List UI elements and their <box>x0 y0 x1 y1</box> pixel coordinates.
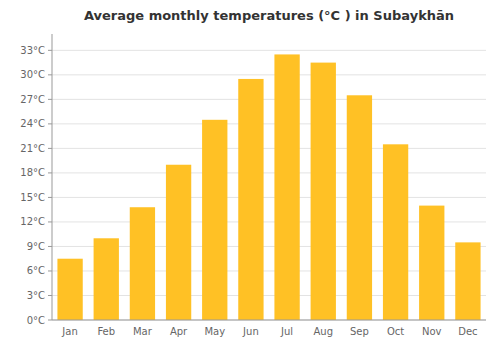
x-tick-label: Jan <box>61 326 77 337</box>
y-tick-label: 18°C <box>20 167 45 178</box>
x-tick-label: Jun <box>242 326 259 337</box>
x-axis-line <box>52 320 486 321</box>
grid-line <box>52 50 486 51</box>
y-tick <box>48 148 52 149</box>
bar <box>455 242 480 320</box>
x-tick-label: Apr <box>170 326 188 337</box>
y-tick-label: 27°C <box>20 94 45 105</box>
bar <box>419 206 444 320</box>
page: {"chart_data": {"type": "bar", "title": … <box>0 0 500 350</box>
grid-line <box>52 123 486 124</box>
y-tick-label: 6°C <box>27 265 45 276</box>
y-tick-label: 30°C <box>20 69 45 80</box>
y-tick <box>48 74 52 75</box>
x-tick-label: May <box>204 326 225 337</box>
bar <box>347 95 372 320</box>
x-tick-label: Mar <box>133 326 153 337</box>
bar <box>274 54 299 320</box>
y-tick <box>48 221 52 222</box>
bar <box>383 144 408 320</box>
y-tick <box>48 99 52 100</box>
bar <box>94 238 119 320</box>
grid <box>52 50 486 320</box>
y-tick <box>48 246 52 247</box>
y-tick <box>48 50 52 51</box>
bar <box>166 165 191 320</box>
x-tick-label: Aug <box>313 326 333 337</box>
y-tick <box>48 320 52 321</box>
chart-svg: Average monthly temperatures (°C ) in Su… <box>0 0 500 350</box>
chart-container: Average monthly temperatures (°C ) in Su… <box>0 0 500 350</box>
x-tick-label: Feb <box>97 326 115 337</box>
x-tick-label: Dec <box>458 326 477 337</box>
y-tick-label: 0°C <box>27 315 45 326</box>
grid-line <box>52 74 486 75</box>
y-tick <box>48 270 52 271</box>
y-tick <box>48 295 52 296</box>
y-tick-label: 3°C <box>27 290 45 301</box>
grid-line <box>52 99 486 100</box>
bars <box>57 54 480 320</box>
chart-title: Average monthly temperatures (°C ) in Su… <box>84 8 454 23</box>
y-axis-ticks: 0°C 3°C 6°C 9°C 12°C 15°C 18°C 21°C 24°C 27°C 30°C… <box>20 45 52 326</box>
x-tick-label: Nov <box>422 326 442 337</box>
y-tick-label: 9°C <box>27 241 45 252</box>
bar <box>238 79 263 320</box>
x-tick-label: Oct <box>387 326 404 337</box>
y-tick-label: 21°C <box>20 143 45 154</box>
x-tick-label: Jul <box>280 326 293 337</box>
y-tick-label: 24°C <box>20 118 45 129</box>
bar <box>130 207 155 320</box>
y-axis-line <box>52 34 53 320</box>
y-tick-label: 33°C <box>20 45 45 56</box>
grid-line <box>52 172 486 173</box>
x-tick-label: Sep <box>350 326 369 337</box>
y-tick-label: 15°C <box>20 192 45 203</box>
bar <box>311 63 336 320</box>
axes <box>52 34 486 320</box>
x-axis-ticks: Jan Feb Mar Apr May Jun Jul Aug Sep Oct Nov Dec <box>61 326 477 337</box>
y-tick <box>48 172 52 173</box>
grid-line <box>52 148 486 149</box>
bar <box>57 259 82 320</box>
y-tick <box>48 197 52 198</box>
bar <box>202 120 227 320</box>
y-tick-label: 12°C <box>20 216 45 227</box>
grid-line <box>52 197 486 198</box>
grid-line <box>52 320 486 321</box>
y-tick <box>48 123 52 124</box>
